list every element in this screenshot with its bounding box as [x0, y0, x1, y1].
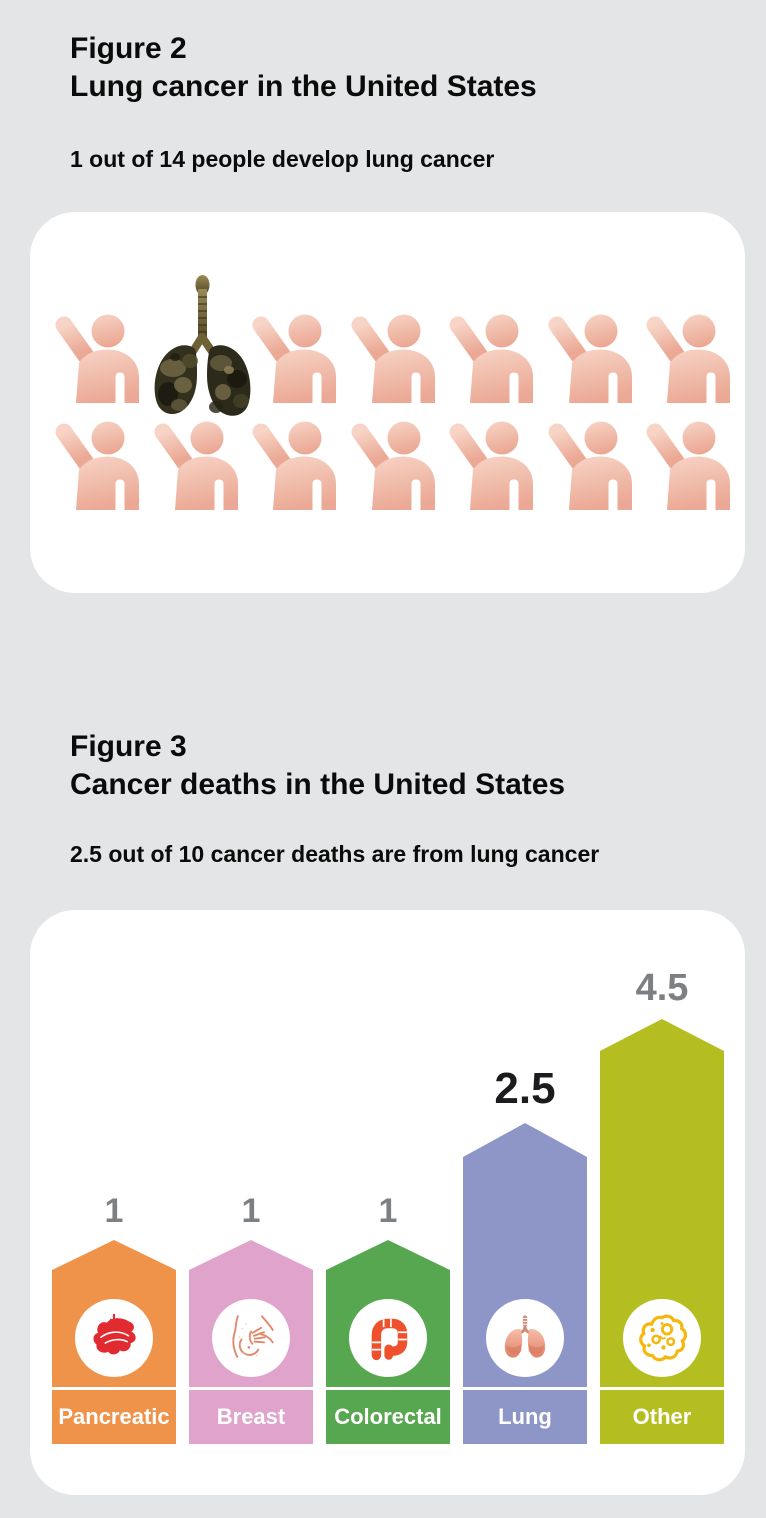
- figure3-title: Cancer deaths in the United States: [70, 768, 566, 801]
- pancreas-icon: [85, 1309, 143, 1367]
- organ-icon-circle: [212, 1299, 290, 1377]
- cancer-deaths-bar-chart: Pancreatic 1 Breast 1 Colorectal 1 Lung 2.5…: [30, 910, 745, 1495]
- figure2-subtitle: 1 out of 14 people develop lung cancer: [70, 146, 495, 172]
- bar-label-divider: [52, 1387, 176, 1390]
- bar-value-label: 4.5: [635, 967, 689, 1009]
- bar-category-label: Pancreatic: [58, 1404, 170, 1429]
- person-raised-arm-icon: [248, 313, 340, 403]
- bar-category-label: Colorectal: [334, 1404, 442, 1429]
- bar-lung: Lung 2.5: [463, 1064, 587, 1444]
- person-raised-arm-icon: [51, 313, 143, 403]
- person-raised-arm-icon: [642, 420, 734, 510]
- bar-value-label: 1: [241, 1192, 261, 1230]
- bar-category-label: Other: [632, 1404, 692, 1429]
- person-raised-arm-icon: [445, 313, 537, 403]
- person-raised-arm-icon: [544, 313, 636, 403]
- bar-label-divider: [189, 1387, 313, 1390]
- organ-icon-circle: [486, 1299, 564, 1377]
- figure2-title: Lung cancer in the United States: [70, 70, 537, 103]
- bar-value-label: 1: [378, 1192, 398, 1230]
- figure3-label: Figure 3: [70, 730, 187, 763]
- organ-icon-circle: [75, 1299, 153, 1377]
- bar-value-label: 1: [104, 1192, 124, 1230]
- pictogram-14-people: [30, 212, 745, 593]
- diseased-lung-icon: [149, 273, 256, 420]
- bar-breast: Breast 1: [189, 1192, 313, 1444]
- figure2-card: [30, 212, 745, 593]
- figure2-label: Figure 2: [70, 32, 187, 65]
- bar-shape: Colorectal: [326, 1240, 450, 1444]
- person-raised-arm-icon: [150, 420, 242, 510]
- bar-other: Other 4.5: [600, 967, 724, 1444]
- person-raised-arm-icon: [445, 420, 537, 510]
- bar-label-divider: [326, 1387, 450, 1390]
- bar-label-divider: [463, 1387, 587, 1390]
- bar-category-label: Breast: [216, 1404, 286, 1429]
- person-raised-arm-icon: [347, 313, 439, 403]
- person-raised-arm-icon: [248, 420, 340, 510]
- bar-category-label: Lung: [498, 1404, 552, 1429]
- person-raised-arm-icon: [51, 420, 143, 510]
- colon-icon: [359, 1309, 417, 1367]
- figure3-card: Pancreatic 1 Breast 1 Colorectal 1 Lung 2.5…: [30, 910, 745, 1495]
- person-raised-arm-icon: [544, 420, 636, 510]
- person-raised-arm-icon: [347, 420, 439, 510]
- bar-shape: Pancreatic: [52, 1240, 176, 1444]
- figure3-subtitle: 2.5 out of 10 cancer deaths are from lun…: [70, 841, 600, 867]
- bar-pancreatic: Pancreatic 1: [52, 1192, 176, 1444]
- lungs-icon: [496, 1309, 554, 1367]
- bar-label-divider: [600, 1387, 724, 1390]
- breast-icon: [222, 1309, 280, 1367]
- bar-shape: Other: [600, 1019, 724, 1444]
- person-raised-arm-icon: [642, 313, 734, 403]
- bar-value-label: 2.5: [494, 1064, 556, 1113]
- cancer-cells-icon: [633, 1309, 691, 1367]
- organ-icon-circle: [623, 1299, 701, 1377]
- organ-icon-circle: [349, 1299, 427, 1377]
- bar-shape: Breast: [189, 1240, 313, 1444]
- bar-colorectal: Colorectal 1: [326, 1192, 450, 1444]
- bar-shape: Lung: [463, 1123, 587, 1444]
